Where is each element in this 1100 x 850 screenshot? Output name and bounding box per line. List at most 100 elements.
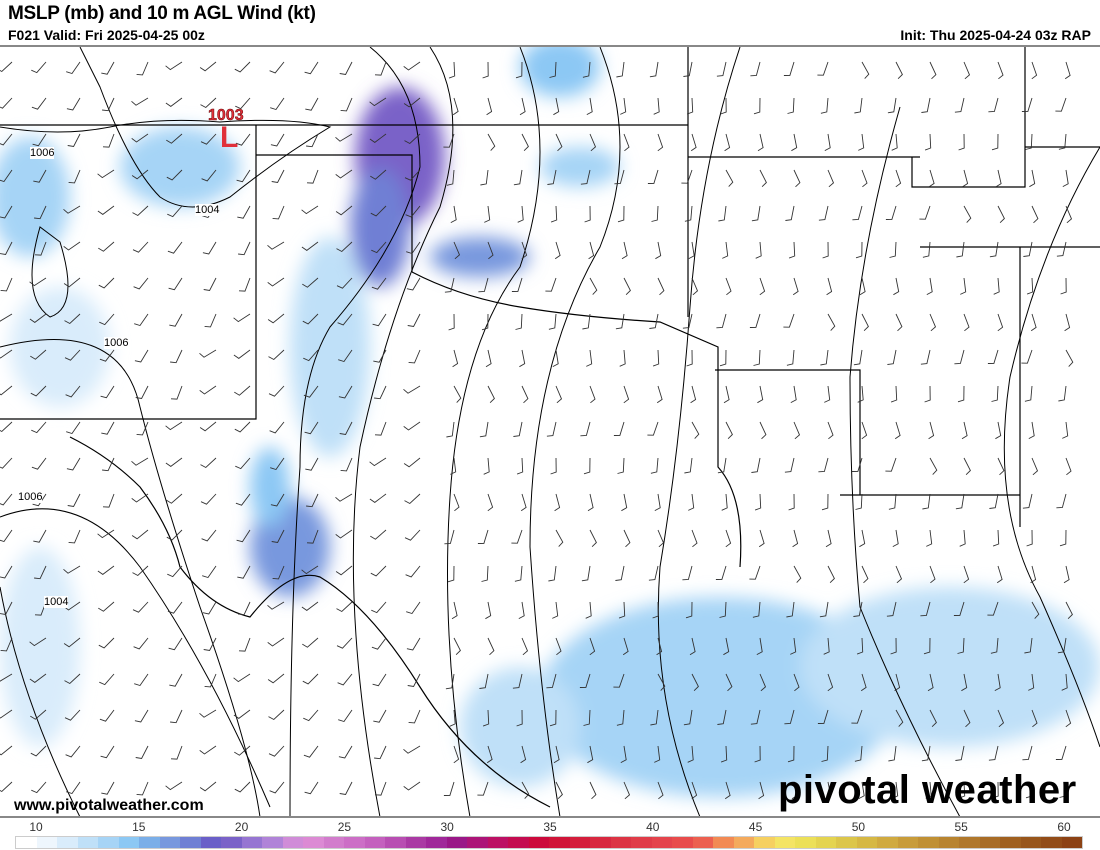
wind-barb [63,241,81,251]
wind-barb [269,781,285,794]
wind-barb [270,133,285,147]
wind-barb [516,709,523,727]
wind-barb [0,97,13,109]
wind-barb [235,133,251,146]
wind-barb [269,61,285,74]
wind-barb [202,601,217,615]
wind-barb [131,133,149,143]
wind-barb [580,169,591,185]
wind-barb [885,457,897,472]
wind-barb [856,637,864,655]
wind-barb [955,745,965,761]
wind-barb [1062,169,1069,187]
wind-barb [482,709,490,727]
wind-barb [271,529,285,543]
wind-barb [657,673,666,691]
wind-barb [589,277,598,295]
wind-barb [303,385,319,398]
wind-barb [335,493,353,502]
wind-barb [754,745,761,763]
wind-barb [757,133,764,152]
wind-barb [236,529,251,543]
wind-barb [889,241,897,258]
colorbar-swatch [733,837,754,848]
wind-barb [301,565,319,575]
wind-barb [405,565,421,578]
wind-barb [168,637,183,651]
wind-barb [991,385,999,402]
wind-barb [453,637,461,656]
wind-barb [451,601,458,620]
wind-barb [98,601,115,612]
wind-barb [961,673,968,692]
wind-barb [372,673,387,687]
wind-barb [751,457,761,473]
weather-map[interactable]: 1003 L 1006 1004 1006 1006 1004 [0,45,1100,818]
wind-barb [929,457,938,475]
wind-barb [513,169,523,186]
colorbar-swatch [938,837,959,848]
colorbar-tick-label: 50 [851,820,866,834]
wind-barb [929,61,937,80]
colorbar-swatch [57,837,78,848]
wind-barb [102,97,115,112]
colorbar-tick-label: 60 [1057,820,1071,834]
wind-barb [271,169,285,183]
wind-barb [131,457,149,466]
wind-barb [1065,457,1072,476]
wind-barb [481,565,489,582]
wind-barb [269,421,285,434]
wind-barb [166,133,183,144]
wind-barb [31,421,47,434]
wind-barb [589,637,596,656]
wind-barb [922,493,931,510]
wind-barb [268,745,285,757]
wind-barb [63,205,81,214]
wind-barb [717,457,727,474]
wind-barb [817,709,829,724]
wind-barb [131,529,149,540]
wind-speed-area [250,447,290,527]
wind-barb [647,169,659,184]
wind-barb [29,313,47,323]
wind-barb [757,385,764,404]
wind-barb [305,97,319,111]
valid-time: F021 Valid: Fri 2025-04-25 00z [8,27,205,43]
wind-barb [724,781,731,800]
wind-barb [339,781,353,795]
wind-barb [1058,385,1067,402]
wind-barb [819,601,829,618]
wind-barb [759,277,766,296]
wind-barb [861,313,869,332]
wind-barbs [0,61,1074,800]
colorbar-tick-label: 55 [954,820,968,834]
wind-barb [303,745,319,758]
wind-barb [553,97,560,116]
wind-speed-area [540,147,620,187]
wind-barb [786,349,795,366]
wind-barb [306,493,319,508]
wind-barb [1065,349,1074,367]
wind-barb [613,421,625,436]
wind-barb [267,637,285,647]
wind-barb [306,133,319,148]
wind-barb [954,97,965,113]
wind-barb [99,313,115,326]
wind-barb [267,673,285,684]
wind-barb [452,349,459,368]
wind-barb [31,97,47,110]
colorbar-swatch [856,837,877,848]
wind-barb [374,61,387,76]
website-link[interactable]: www.pivotalweather.com [14,797,204,814]
wind-barb [66,97,81,111]
wind-barb [725,529,732,548]
wind-barb [485,601,492,620]
wind-barb [652,601,659,619]
colorbar-swatch [774,837,795,848]
colorbar-swatch [446,837,467,848]
wind-barb [861,61,870,79]
wind-barb [0,673,13,682]
colorbar-swatch [979,837,1000,848]
wind-barb [749,313,761,328]
wind-barb [453,493,460,512]
